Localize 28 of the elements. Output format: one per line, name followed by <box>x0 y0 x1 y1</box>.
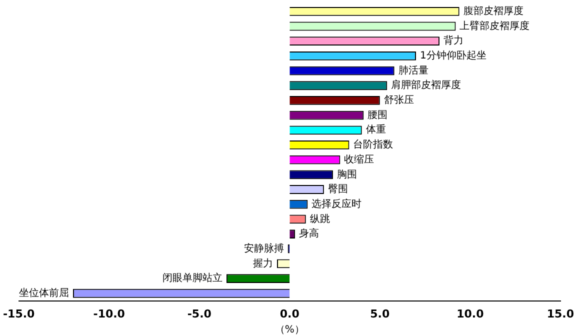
y-tick-label: 舒张压 <box>384 94 414 106</box>
y-tick-label: 腰围 <box>368 110 388 121</box>
y-tick-label: 安静脉搏 <box>244 242 284 254</box>
y-tick-label: 握力 <box>253 257 274 270</box>
y-tick-label: 体重 <box>366 124 386 136</box>
y-tick-label: 闭眼单脚站立 <box>162 272 222 284</box>
y-tick-label: 身高 <box>299 228 320 240</box>
y-tick-label: 纵跳 <box>310 212 330 225</box>
y-tick-label: 臀围 <box>328 183 348 196</box>
y-tick-label: 肺活量 <box>398 64 428 76</box>
y-tick-label: 上臂部皮褶厚度 <box>460 20 530 32</box>
y-tick-label: 1分钟仰卧起坐 <box>420 50 486 62</box>
x-axis-title: （%） <box>274 324 304 336</box>
y-tick-label: 坐位体前屈 <box>19 286 70 299</box>
y-tick-label: 背力 <box>443 34 464 47</box>
y-tick-label: 腹部皮褶厚度 <box>463 5 524 18</box>
x-tick-label: 15.0 <box>546 307 574 320</box>
y-tick-label: 收缩压 <box>344 153 374 166</box>
x-tick-label: 10.0 <box>456 307 484 320</box>
x-tick-label: -5.0 <box>187 307 212 320</box>
y-tick-label: 台阶指数 <box>353 138 394 151</box>
y-tick-label: 选择反应时 <box>312 198 362 210</box>
y-tick-label: 肩胛部皮褶厚度 <box>391 79 462 92</box>
x-tick-label: 5.0 <box>370 307 390 320</box>
x-tick-label: -10.0 <box>93 307 126 320</box>
x-tick-label: 0.0 <box>280 307 300 320</box>
x-tick-label: -15.0 <box>2 307 36 320</box>
y-tick-label: 胸围 <box>336 168 357 180</box>
